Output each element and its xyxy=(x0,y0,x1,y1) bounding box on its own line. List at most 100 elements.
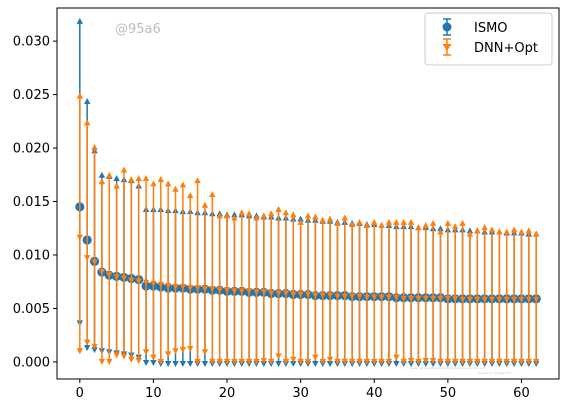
x-tick-label: 60 xyxy=(513,386,530,401)
ismo-lower-cap xyxy=(179,361,187,368)
ismo-lower-cap xyxy=(201,361,209,368)
dnn-opt-mean-point xyxy=(319,292,326,299)
dnn-opt-lower-cap xyxy=(459,358,466,365)
dnn-opt-mean-point xyxy=(142,279,150,286)
dnn-opt-upper-cap xyxy=(510,226,518,233)
dnn-opt-lower-cap xyxy=(415,358,422,365)
ismo-lower-cap xyxy=(429,361,437,368)
dnn-opt-upper-cap xyxy=(201,201,209,208)
dnn-opt-upper-cap xyxy=(209,191,216,198)
dnn-opt-upper-cap xyxy=(113,182,120,189)
dnn-opt-lower-cap xyxy=(363,358,371,365)
dnn-opt-upper-cap xyxy=(488,226,496,233)
chart-watermark: @95a6 xyxy=(115,22,161,37)
dnn-opt-lower-cap xyxy=(518,358,525,365)
dnn-opt-mean-point xyxy=(488,296,496,303)
dnn-opt-lower-cap xyxy=(245,358,253,365)
dnn-opt-mean-point xyxy=(164,282,172,289)
dnn-opt-mean-point xyxy=(415,295,422,302)
dnn-opt-lower-cap xyxy=(422,357,429,364)
dnn-opt-upper-cap xyxy=(525,227,533,234)
dnn-opt-upper-cap xyxy=(157,176,164,183)
series-dnn-opt xyxy=(76,92,540,365)
dnn-opt-mean-point xyxy=(385,294,393,301)
dnn-opt-lower-cap xyxy=(260,357,268,364)
dnn-opt-upper-cap xyxy=(415,224,422,231)
dnn-opt-lower-cap xyxy=(275,353,282,360)
dnn-opt-mean-point xyxy=(378,294,385,301)
dnn-opt-lower-cap xyxy=(150,354,157,361)
ismo-lower-cap xyxy=(150,359,157,366)
dnn-opt-lower-cap xyxy=(187,346,194,353)
dnn-opt-lower-cap xyxy=(334,358,341,365)
dnn-opt-mean-point xyxy=(356,293,363,300)
ismo-upper-cap xyxy=(113,175,120,181)
dnn-opt-lower-cap xyxy=(481,358,488,365)
dnn-opt-lower-cap xyxy=(135,357,142,364)
dnn-opt-lower-cap xyxy=(76,348,84,355)
dnn-opt-upper-cap xyxy=(91,143,98,150)
dnn-opt-lower-cap xyxy=(179,347,187,354)
dnn-opt-lower-cap xyxy=(113,352,120,359)
ismo-lower-cap xyxy=(172,361,179,368)
dnn-opt-upper-cap xyxy=(474,227,481,234)
dnn-opt-mean-point xyxy=(525,296,533,303)
dnn-opt-mean-point xyxy=(135,278,142,285)
dnn-opt-upper-cap xyxy=(481,224,488,231)
ismo-lower-cap xyxy=(312,361,319,368)
ismo-lower-cap xyxy=(260,361,268,368)
dnn-opt-lower-cap xyxy=(407,357,415,364)
dnn-opt-upper-cap xyxy=(356,218,363,225)
plot-frame xyxy=(56,7,560,380)
dnn-opt-upper-cap xyxy=(238,209,245,216)
dnn-opt-mean-point xyxy=(260,289,268,296)
dnn-opt-lower-cap xyxy=(444,358,452,365)
ismo-upper-cap xyxy=(466,227,474,234)
dnn-opt-mean-point xyxy=(518,296,525,303)
y-tick-label: 0.010 xyxy=(13,248,50,263)
dnn-opt-mean-point xyxy=(348,293,356,300)
dnn-opt-upper-cap xyxy=(334,219,341,226)
dnn-opt-upper-cap xyxy=(496,228,503,235)
dnn-opt-mean-point xyxy=(120,275,128,282)
dnn-opt-lower-cap xyxy=(253,358,260,365)
dnn-opt-mean-point xyxy=(371,294,378,301)
dnn-opt-lower-cap xyxy=(106,358,113,365)
dnn-opt-mean-point xyxy=(231,288,238,295)
x-tick-label: 10 xyxy=(145,386,162,401)
legend-box xyxy=(424,12,553,66)
dnn-opt-mean-point xyxy=(201,286,209,293)
dnn-opt-mean-point xyxy=(312,292,319,299)
dnn-opt-mean-point xyxy=(98,269,106,276)
dnn-opt-lower-cap xyxy=(378,358,385,365)
y-tick-label: 0.030 xyxy=(13,35,50,50)
dnn-opt-upper-cap xyxy=(290,211,297,218)
dnn-opt-upper-cap xyxy=(223,212,231,219)
dnn-opt-lower-cap xyxy=(466,358,474,365)
dnn-opt-lower-cap xyxy=(385,358,393,365)
dnn-opt-mean-point xyxy=(216,287,223,294)
dnn-opt-lower-cap xyxy=(83,339,91,346)
dnn-opt-upper-cap xyxy=(319,216,326,223)
dnn-opt-lower-cap xyxy=(510,358,518,365)
dnn-opt-lower-cap xyxy=(503,358,510,365)
dnn-opt-lower-cap xyxy=(209,358,216,365)
dnn-opt-lower-cap xyxy=(356,358,363,365)
dnn-opt-upper-cap xyxy=(532,230,540,237)
dnn-opt-upper-cap xyxy=(378,222,385,229)
dnn-opt-lower-cap xyxy=(452,358,459,365)
dnn-opt-upper-cap xyxy=(363,222,371,229)
dnn-opt-mean-point xyxy=(341,293,348,300)
dnn-opt-mean-point xyxy=(172,283,179,290)
dnn-opt-lower-cap xyxy=(172,348,179,355)
dnn-opt-upper-cap xyxy=(245,210,253,217)
dnn-opt-upper-cap xyxy=(348,220,356,227)
dnn-opt-lower-cap xyxy=(304,358,312,365)
y-tick-label: 0.015 xyxy=(13,195,50,210)
dnn-opt-lower-cap xyxy=(231,358,238,365)
y-tick-label: 0.020 xyxy=(13,142,50,157)
dnn-opt-lower-cap xyxy=(400,358,407,365)
y-tick-label: 0.025 xyxy=(13,88,50,103)
dnn-opt-mean-point xyxy=(363,294,371,301)
